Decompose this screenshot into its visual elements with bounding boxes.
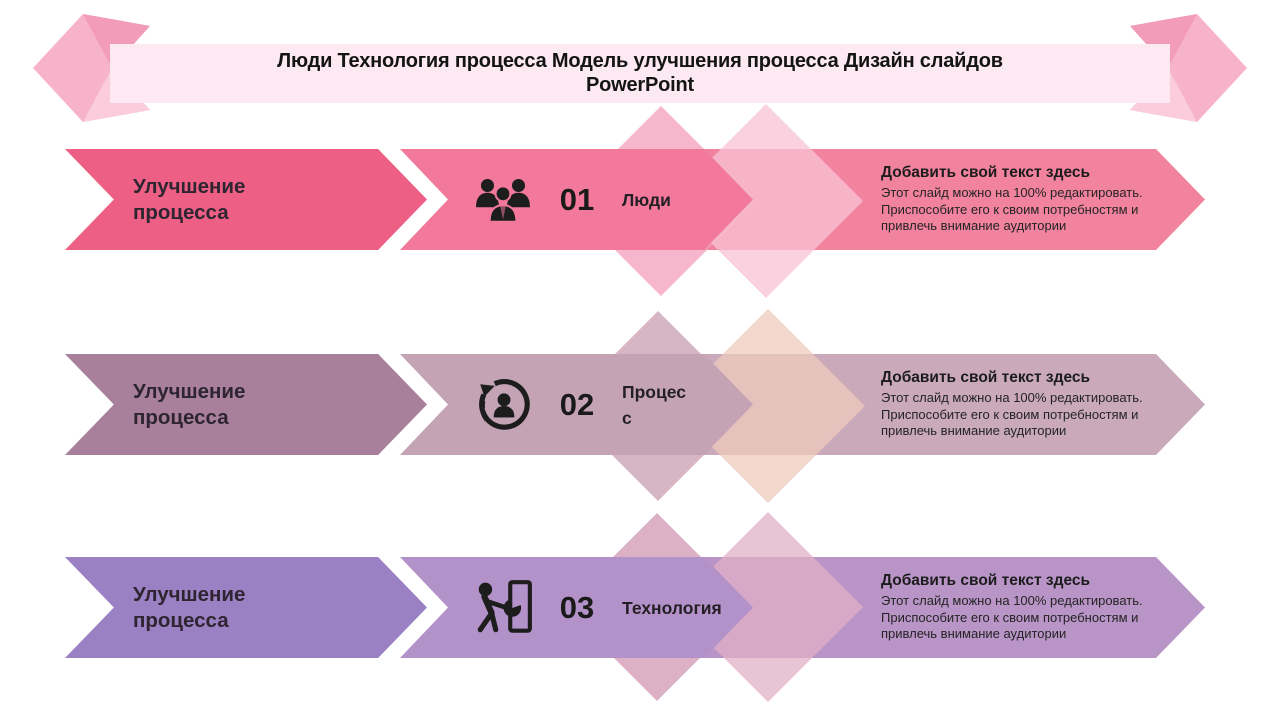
description-text: Добавить свой текст здесь Этот слайд мож…	[881, 149, 1163, 250]
step-label-band: Улучшение процесса	[65, 557, 427, 658]
description-body: Этот слайд можно на 100% редактировать. …	[881, 592, 1143, 642]
step-name: Технология	[622, 597, 722, 618]
description-body: Этот слайд можно на 100% редактировать. …	[881, 389, 1143, 439]
people-group-icon	[467, 149, 539, 250]
step-number: 02	[559, 386, 595, 422]
description-text: Добавить свой текст здесь Этот слайд мож…	[881, 557, 1163, 658]
description-body: Этот слайд можно на 100% редактировать. …	[881, 184, 1143, 234]
step-label: Улучшение процесса	[133, 174, 246, 224]
presenter-technology-icon	[467, 557, 539, 658]
title-band: Люди Технология процесса Модель улучшени…	[110, 44, 1170, 103]
step-number: 01	[559, 181, 595, 217]
description-title: Добавить свой текст здесь	[881, 163, 1091, 181]
step-name: Люди	[622, 189, 671, 210]
step-label-band: Улучшение процесса	[65, 354, 427, 455]
step-label: Улучшение процесса	[133, 582, 246, 632]
step-label: Улучшение процесса	[133, 379, 246, 429]
description-title: Добавить свой текст здесь	[881, 368, 1091, 386]
step-band	[400, 557, 753, 658]
step-band	[400, 149, 753, 250]
user-process-cycle-icon	[467, 354, 539, 455]
step-band	[400, 354, 753, 455]
slide-title: Люди Технология процесса Модель улучшени…	[277, 50, 1003, 96]
description-title: Добавить свой текст здесь	[881, 571, 1091, 589]
description-text: Добавить свой текст здесь Этот слайд мож…	[881, 354, 1163, 455]
step-number: 03	[559, 589, 595, 625]
step-label-band: Улучшение процесса	[65, 149, 427, 250]
step-name: Процесс	[622, 381, 686, 428]
